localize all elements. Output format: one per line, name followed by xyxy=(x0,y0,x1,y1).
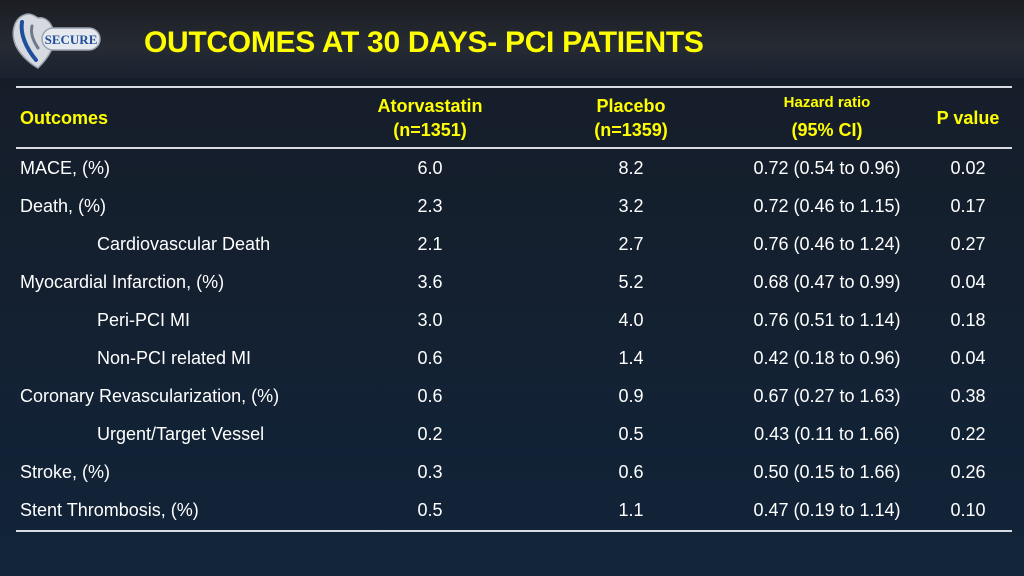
table-row: Myocardial Infarction, (%) 3.6 5.2 0.68 … xyxy=(0,262,1024,300)
outcome-cell: Death, (%) xyxy=(20,196,107,216)
table-row: Death, (%) 2.3 3.2 0.72 (0.46 to 1.15) 0… xyxy=(0,186,1024,224)
pvalue-cell: 0.02 xyxy=(950,158,986,178)
atorvastatin-cell: 3.0 xyxy=(417,310,443,330)
table-row: Stent Thrombosis, (%) 0.5 1.1 0.47 (0.19… xyxy=(0,490,1024,528)
pvalue-cell: 0.10 xyxy=(950,500,986,520)
outcome-cell: Peri-PCI MI xyxy=(97,310,191,330)
hazard-cell: 0.43 (0.11 to 1.66) xyxy=(754,424,900,444)
pvalue-cell: 0.38 xyxy=(950,386,986,406)
header-outcomes: Outcomes xyxy=(20,108,108,129)
header-hazard-ci: (95% CI) xyxy=(791,120,863,140)
atorvastatin-cell: 0.2 xyxy=(417,424,443,444)
placebo-cell: 1.4 xyxy=(618,348,644,368)
table-row: Stroke, (%) 0.3 0.6 0.50 (0.15 to 1.66) … xyxy=(0,452,1024,490)
placebo-cell: 4.0 xyxy=(618,310,644,330)
header-outcomes-label: Outcomes xyxy=(20,108,109,128)
outcome-cell: Urgent/Target Vessel xyxy=(97,424,265,444)
outcome-cell: Cardiovascular Death xyxy=(97,234,271,254)
hazard-cell: 0.50 (0.15 to 1.66) xyxy=(753,462,901,482)
header-atorvastatin-n: (n=1351) xyxy=(393,120,467,140)
outcome-cell: Coronary Revascularization, (%) xyxy=(20,386,280,406)
atorvastatin-cell: 6.0 xyxy=(417,158,443,178)
hazard-cell: 0.67 (0.27 to 1.63) xyxy=(753,386,901,406)
table-header-rule xyxy=(16,147,1012,149)
page-title: OUTCOMES AT 30 DAYS- PCI PATIENTS xyxy=(144,26,704,59)
outcome-cell: Myocardial Infarction, (%) xyxy=(20,272,225,292)
outcome-cell: Stroke, (%) xyxy=(20,462,111,482)
outcome-cell: MACE, (%) xyxy=(20,158,110,178)
hazard-cell: 0.68 (0.47 to 0.99) xyxy=(753,272,901,292)
header-atorvastatin: Atorvastatin (n=1351) xyxy=(350,96,510,141)
header-band xyxy=(0,0,1024,78)
table-row: Non-PCI related MI 0.6 1.4 0.42 (0.18 to… xyxy=(0,338,1024,376)
pvalue-cell: 0.26 xyxy=(950,462,986,482)
header-pvalue: P value xyxy=(918,108,1018,129)
header-hazard-ratio: Hazard ratio (95% CI) xyxy=(747,94,907,141)
pvalue-cell: 0.18 xyxy=(950,310,986,330)
placebo-cell: 8.2 xyxy=(618,158,644,178)
table-row: Cardiovascular Death 2.1 2.7 0.76 (0.46 … xyxy=(0,224,1024,262)
hazard-cell: 0.72 (0.54 to 0.96) xyxy=(753,158,901,178)
table-row: MACE, (%) 6.0 8.2 0.72 (0.54 to 0.96) 0.… xyxy=(0,148,1024,186)
atorvastatin-cell: 0.6 xyxy=(417,386,443,406)
hazard-cell: 0.76 (0.51 to 1.14) xyxy=(753,310,901,330)
atorvastatin-cell: 0.3 xyxy=(417,462,443,482)
placebo-cell: 1.1 xyxy=(618,500,644,520)
header-hazard-name: Hazard ratio xyxy=(783,94,871,111)
hazard-cell: 0.72 (0.46 to 1.15) xyxy=(753,196,901,216)
table-row: Peri-PCI MI 3.0 4.0 0.76 (0.51 to 1.14) … xyxy=(0,300,1024,338)
pvalue-cell: 0.04 xyxy=(950,272,986,292)
header-pvalue-label: P value xyxy=(936,108,1000,128)
header-placebo-name: Placebo xyxy=(596,96,666,116)
placebo-cell: 3.2 xyxy=(618,196,644,216)
heart-logo-icon: SECURE xyxy=(12,13,101,69)
table-row: Coronary Revascularization, (%) 0.6 0.9 … xyxy=(0,376,1024,414)
table-bottom-rule xyxy=(16,530,1012,532)
placebo-cell: 2.7 xyxy=(618,234,644,254)
hazard-cell: 0.76 (0.46 to 1.24) xyxy=(753,234,901,254)
pvalue-cell: 0.22 xyxy=(950,424,986,444)
outcome-cell: Non-PCI related MI xyxy=(97,348,252,368)
atorvastatin-cell: 0.5 xyxy=(417,500,443,520)
atorvastatin-cell: 2.3 xyxy=(417,196,443,216)
header-atorvastatin-name: Atorvastatin xyxy=(377,96,483,116)
pvalue-cell: 0.27 xyxy=(950,234,986,254)
atorvastatin-cell: 0.6 xyxy=(417,348,443,368)
hazard-cell: 0.47 (0.19 to 1.14) xyxy=(753,500,901,520)
logo-text: SECURE xyxy=(45,32,98,47)
header-placebo: Placebo (n=1359) xyxy=(551,96,711,141)
hazard-cell: 0.42 (0.18 to 0.96) xyxy=(753,348,901,368)
placebo-cell: 0.6 xyxy=(618,462,644,482)
outcome-cell: Stent Thrombosis, (%) xyxy=(20,500,199,520)
atorvastatin-cell: 2.1 xyxy=(417,234,443,254)
header-placebo-n: (n=1359) xyxy=(594,120,668,140)
atorvastatin-cell: 3.6 xyxy=(417,272,443,292)
secure-logo: SECURE xyxy=(8,8,104,70)
placebo-cell: 0.5 xyxy=(618,424,644,444)
placebo-cell: 5.2 xyxy=(618,272,644,292)
pvalue-cell: 0.17 xyxy=(950,196,986,216)
placebo-cell: 0.9 xyxy=(618,386,644,406)
table-top-rule xyxy=(16,86,1012,88)
table-row: Urgent/Target Vessel 0.2 0.5 0.43 (0.11 … xyxy=(0,414,1024,452)
pvalue-cell: 0.04 xyxy=(950,348,986,368)
